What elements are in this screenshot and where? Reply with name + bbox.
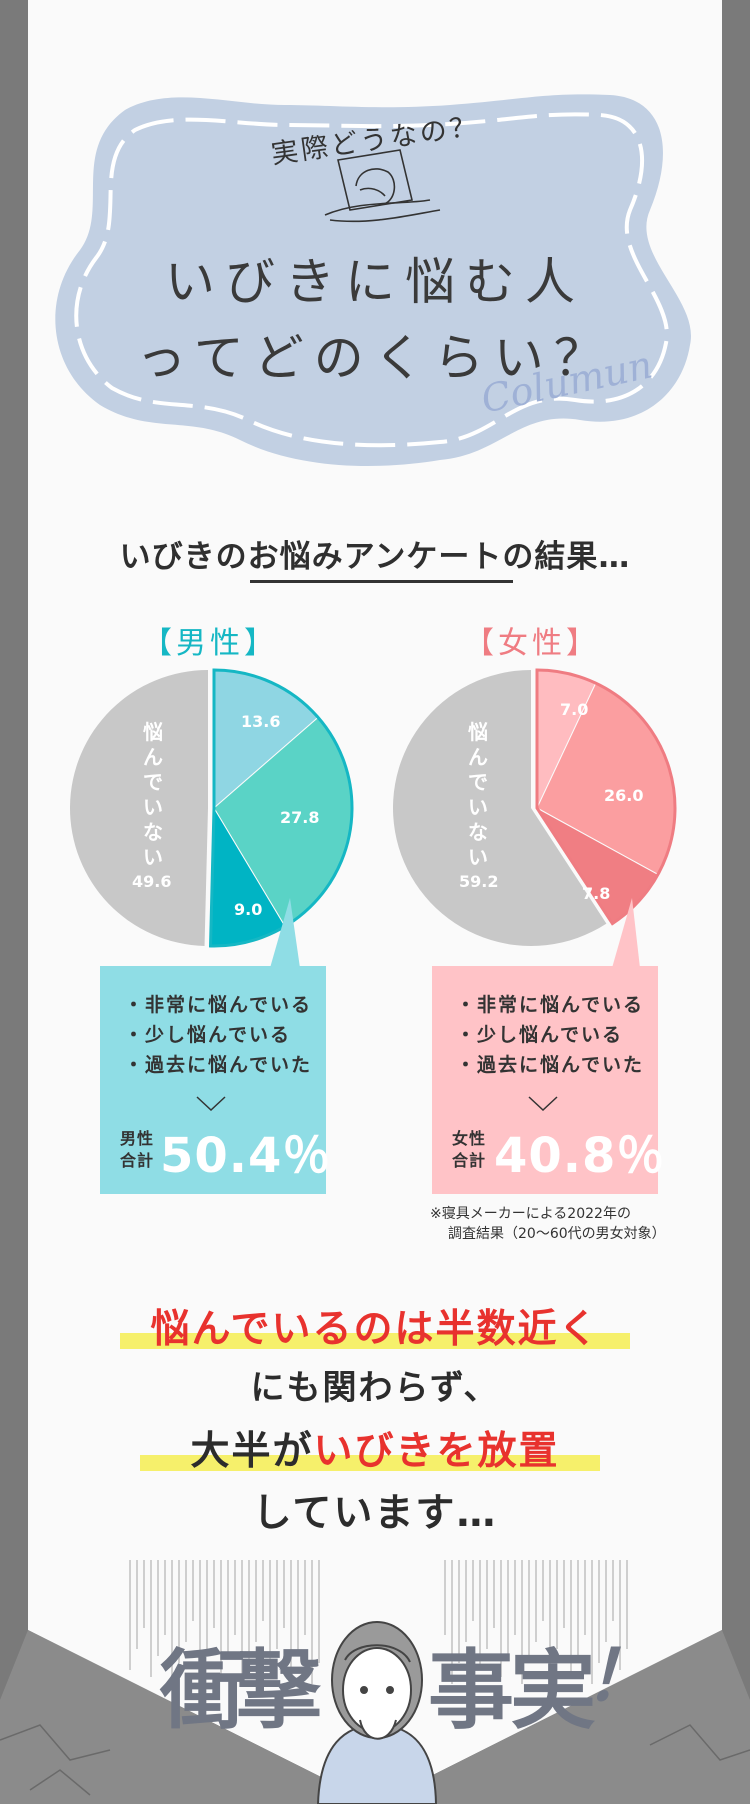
women-pie-outline — [535, 668, 677, 926]
women-result-box: ・非常に悩んでいる ・少し悩んでいる ・過去に悩んでいた 女性 合計 40.8％ — [432, 966, 664, 1194]
hero-title-line1: いびきに悩む人 — [165, 253, 585, 311]
men-value-past: 9.0 — [234, 900, 263, 919]
men-not-worried-label: 悩んでいない — [143, 720, 163, 869]
women-legend-item: ・非常に悩んでいる — [456, 994, 645, 1016]
survey-heading: いびきのお悩みアンケートの結果… — [119, 539, 631, 575]
shock-char-2: 撃 — [236, 1640, 322, 1741]
women-total-label-1: 女性 — [452, 1129, 487, 1148]
women-pie-chart — [393, 668, 677, 946]
men-speech-tail — [270, 898, 300, 968]
hero-title-line2: ってどのくらい？ — [136, 329, 614, 387]
women-value-not-worried: 59.2 — [459, 872, 499, 891]
men-total-label-1: 男性 — [120, 1129, 155, 1148]
shocked-woman-illustration — [316, 1621, 438, 1804]
survey-note: ※寝具メーカーによる2022年の 調査結果（20〜60代の男女対象） — [430, 1204, 666, 1244]
men-legend-item: ・少し悩んでいる — [124, 1024, 292, 1046]
men-pie-outline — [208, 668, 354, 948]
men-pie-slice — [69, 670, 208, 946]
cloud-shape — [55, 94, 691, 466]
women-value-very: 7.0 — [560, 700, 589, 719]
message-line3: 大半がいびきを放置 — [0, 1420, 750, 1476]
shock-char-1: 衝 — [160, 1640, 246, 1741]
women-speech-tail — [612, 898, 640, 968]
men-total-label-2: 合計 — [120, 1151, 155, 1170]
survey-note-line2: 調査結果（20〜60代の男女対象） — [448, 1226, 666, 1242]
men-legend-item: ・過去に悩んでいた — [124, 1054, 313, 1076]
highlight-bar-2 — [140, 1455, 600, 1471]
shock-char-3: 事 — [428, 1640, 514, 1741]
men-value-not-worried: 49.6 — [132, 872, 172, 891]
chevron-down-icon — [196, 1096, 226, 1112]
men-legend-item: ・非常に悩んでいる — [124, 994, 313, 1016]
women-value-little: 26.0 — [604, 786, 644, 805]
women-total-value: 40.8％ — [494, 1128, 666, 1184]
highlight-bar-1 — [120, 1333, 630, 1349]
women-pie-slice — [393, 670, 607, 946]
men-result-box: ・非常に悩んでいる ・少し悩んでいる ・過去に悩んでいた 男性 合計 50.4％ — [100, 966, 330, 1194]
message-line1: 悩んでいるのは半数近く — [150, 1307, 600, 1352]
survey-heading-underline — [250, 580, 513, 583]
message-line2: にも関わらず、 — [250, 1368, 500, 1408]
men-total-value: 50.4％ — [160, 1128, 332, 1184]
men-value-very: 13.6 — [241, 712, 281, 731]
survey-note-line1: ※寝具メーカーによる2022年の — [430, 1206, 631, 1222]
women-legend-item: ・少し悩んでいる — [456, 1024, 624, 1046]
women-label: 【女性】 — [464, 626, 600, 661]
shock-char-4: 実 — [510, 1640, 596, 1741]
sleeping-person-illustration — [324, 149, 441, 223]
men-value-little: 27.8 — [280, 808, 320, 827]
women-not-worried-label: 悩んでいない — [468, 720, 488, 869]
women-total-label-2: 合計 — [452, 1151, 487, 1170]
men-pie-chart — [69, 668, 354, 948]
message-line3-pre: 大半が — [190, 1429, 314, 1474]
women-legend-item: ・過去に悩んでいた — [456, 1054, 645, 1076]
message-line3-red: いびきを放置 — [313, 1429, 560, 1474]
message-line4: しています… — [252, 1491, 498, 1536]
chevron-down-icon — [528, 1096, 558, 1112]
women-value-past: 7.8 — [582, 884, 611, 903]
men-label: 【男性】 — [142, 626, 278, 661]
cloud-dashed-outline — [74, 112, 669, 448]
